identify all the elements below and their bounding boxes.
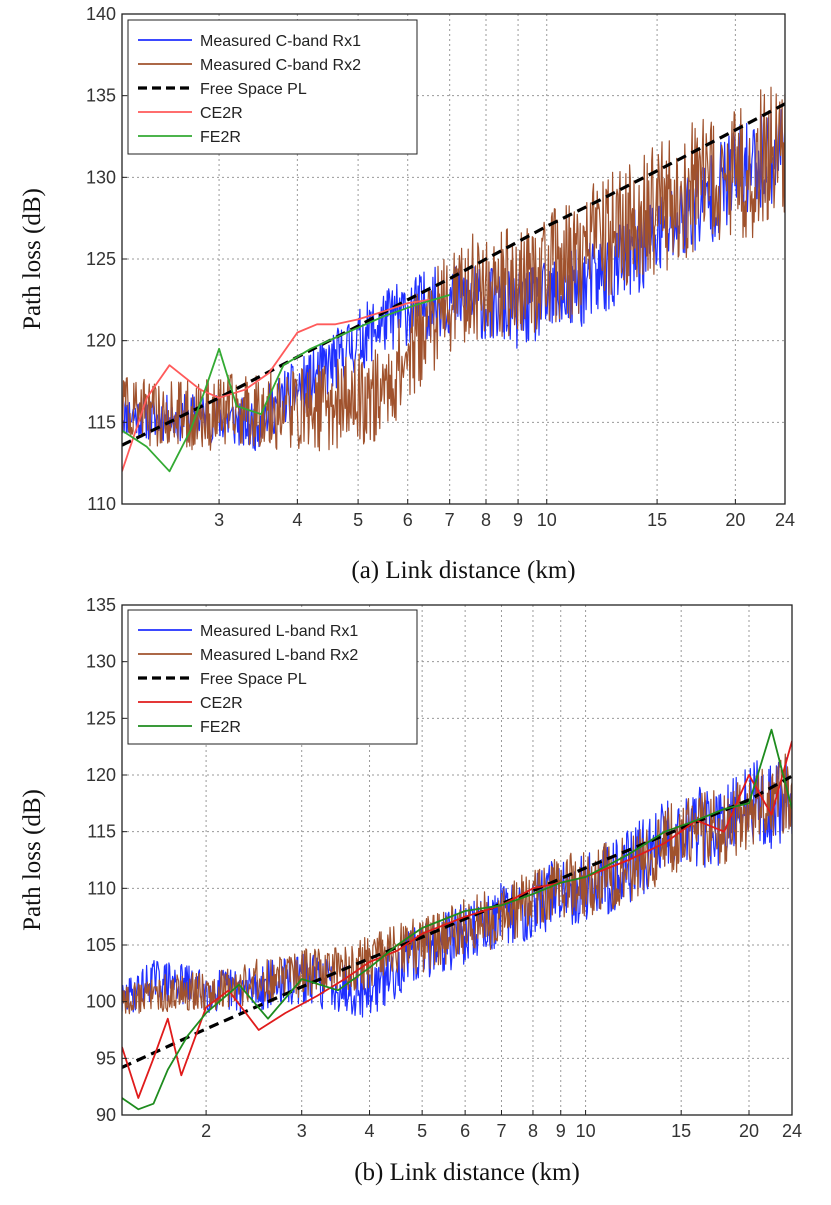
x-tick-label: 4 bbox=[365, 1121, 375, 1141]
x-tick-label: 15 bbox=[671, 1121, 691, 1141]
legend: Measured L-band Rx1 Measured L-band Rx2 Fr… bbox=[127, 609, 418, 745]
y-tick-label: 100 bbox=[86, 992, 116, 1012]
x-tick-label: 24 bbox=[775, 510, 795, 530]
series-measured-c-band-rx2 bbox=[122, 86, 785, 452]
x-tick-label: 7 bbox=[496, 1121, 506, 1141]
legend-label: Measured C-band Rx1 bbox=[200, 33, 361, 50]
legend-label: Free Space PL bbox=[200, 671, 307, 688]
x-tick-label: 2 bbox=[201, 1121, 211, 1141]
y-tick-label: 135 bbox=[86, 595, 116, 615]
panel-b: 2 3 4 5 6 7 8 9 10 15 20 24 90 95 100 105 110 115 120 125 13… bbox=[19, 595, 802, 1186]
series-ce2r bbox=[122, 740, 792, 1099]
series-ce2r bbox=[122, 298, 430, 472]
legend: Measured C-band Rx1 Measured C-band Rx2 Fr… bbox=[127, 19, 418, 155]
y-tick-label: 130 bbox=[86, 652, 116, 672]
y-tick-label: 140 bbox=[86, 4, 116, 24]
x-tick-label: 5 bbox=[417, 1121, 427, 1141]
series-fe2r bbox=[122, 294, 450, 473]
x-tick-label: 5 bbox=[353, 510, 363, 530]
legend-label: Free Space PL bbox=[200, 81, 307, 98]
x-tick-label: 6 bbox=[460, 1121, 470, 1141]
x-tick-label: 8 bbox=[481, 510, 491, 530]
legend-label: Measured L-band Rx1 bbox=[200, 623, 358, 640]
x-axis-label: (b) Link distance (km) bbox=[354, 1159, 580, 1186]
legend-box bbox=[127, 19, 418, 155]
x-tick-label: 9 bbox=[556, 1121, 566, 1141]
legend-label: FE2R bbox=[200, 719, 241, 736]
y-tick-label: 125 bbox=[86, 249, 116, 269]
legend-label: Measured C-band Rx2 bbox=[200, 57, 361, 74]
legend-label: CE2R bbox=[200, 105, 243, 122]
series-group bbox=[122, 728, 792, 1111]
y-tick-label: 105 bbox=[86, 935, 116, 955]
series-free-space-pl bbox=[122, 774, 792, 1069]
x-tick-label: 10 bbox=[537, 510, 557, 530]
panel-a: 3 4 5 6 7 8 9 10 15 20 24 110 115 120 125 130 135 140 Path… bbox=[19, 4, 795, 584]
y-tick-label: 115 bbox=[87, 822, 116, 842]
x-tick-label: 8 bbox=[528, 1121, 538, 1141]
y-tick-label: 120 bbox=[86, 765, 116, 785]
legend-label: Measured L-band Rx2 bbox=[200, 647, 358, 664]
y-axis-label: Path loss (dB) bbox=[19, 188, 46, 330]
x-tick-label: 3 bbox=[214, 510, 224, 530]
x-tick-label: 7 bbox=[445, 510, 455, 530]
plot-frame bbox=[121, 604, 793, 1116]
x-tick-label: 15 bbox=[647, 510, 667, 530]
x-tick-label: 6 bbox=[403, 510, 413, 530]
x-tick-label: 3 bbox=[297, 1121, 307, 1141]
y-tick-label: 95 bbox=[96, 1048, 116, 1068]
legend-label: CE2R bbox=[200, 695, 243, 712]
x-tick-label: 24 bbox=[782, 1121, 802, 1141]
y-tick-label: 130 bbox=[86, 167, 116, 187]
series-fe2r bbox=[122, 728, 792, 1111]
legend-box bbox=[127, 609, 418, 745]
series-group bbox=[122, 86, 785, 473]
x-tick-label: 4 bbox=[292, 510, 302, 530]
x-tick-label: 9 bbox=[513, 510, 523, 530]
y-tick-label: 125 bbox=[86, 708, 116, 728]
legend-label: FE2R bbox=[200, 129, 241, 146]
x-tick-label: 10 bbox=[576, 1121, 596, 1141]
y-tick-label: 135 bbox=[86, 86, 116, 106]
y-axis-label: Path loss (dB) bbox=[19, 789, 46, 931]
y-tick-label: 115 bbox=[87, 412, 116, 432]
x-tick-label: 20 bbox=[739, 1121, 759, 1141]
y-tick-label: 110 bbox=[87, 494, 116, 514]
x-axis-label: (a) Link distance (km) bbox=[351, 557, 575, 584]
y-tick-label: 120 bbox=[86, 331, 116, 351]
y-tick-label: 90 bbox=[96, 1105, 116, 1125]
y-tick-label: 110 bbox=[87, 878, 116, 898]
x-tick-label: 20 bbox=[725, 510, 745, 530]
